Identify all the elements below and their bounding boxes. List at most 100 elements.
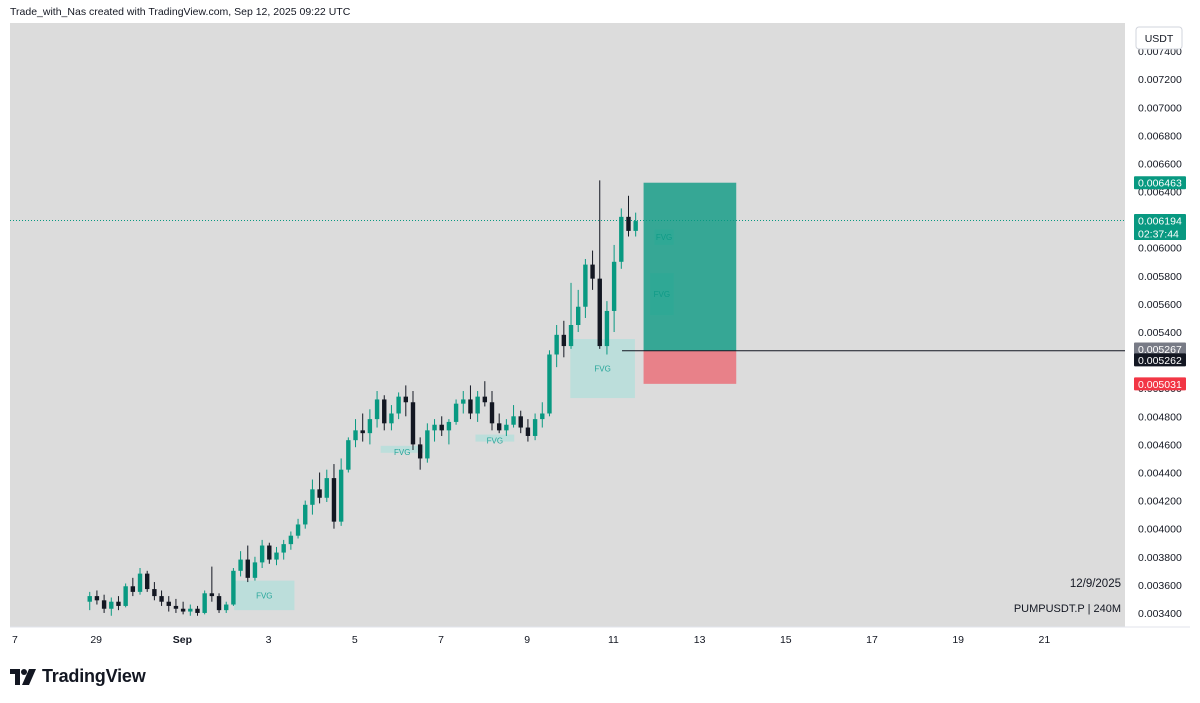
time-tick-label: 19	[952, 634, 964, 646]
candle-body	[252, 562, 258, 578]
time-tick-label: 7	[12, 634, 18, 646]
candle-body	[489, 402, 495, 424]
candle-body	[518, 416, 523, 428]
time-tick-label: 9	[524, 634, 530, 646]
time-tick-label: 17	[866, 634, 878, 646]
time-tick-label: 15	[780, 634, 792, 646]
fvg-label: FVG	[394, 448, 410, 457]
price-tick-label: 0.006400	[1138, 187, 1182, 199]
candle-body	[259, 545, 265, 563]
candle-body	[224, 604, 229, 611]
candle-body	[331, 478, 337, 522]
candle-body	[195, 608, 200, 613]
crosshair-price-tag-bg	[1134, 353, 1186, 367]
price-tick-label: 0.006600	[1138, 158, 1182, 170]
tradingview-logo[interactable]: TradingView	[10, 666, 146, 687]
fvg-zone	[475, 434, 515, 442]
time-tick-label: 13	[694, 634, 706, 646]
candle-body	[267, 545, 272, 560]
currency-button[interactable]: USDT	[1135, 26, 1183, 50]
candle-body	[87, 596, 92, 602]
time-tick-label: 11	[608, 634, 619, 646]
candle-body	[231, 570, 236, 605]
candle-body	[633, 221, 638, 231]
candle-body	[137, 573, 143, 592]
fvg-zone	[570, 339, 635, 399]
candle-body	[568, 325, 574, 347]
price-tick-label: 0.007200	[1138, 74, 1182, 86]
candle-body	[166, 601, 171, 606]
candle-body	[310, 489, 315, 505]
candle-body	[532, 419, 538, 436]
price-tick-label: 0.003600	[1138, 580, 1182, 592]
current-price-tag: 0.006194	[1138, 215, 1182, 227]
position-stop-zone	[643, 350, 737, 384]
plot-background	[10, 23, 1125, 627]
position-target-zone	[643, 182, 737, 351]
price-tick-label: 0.005600	[1138, 299, 1182, 311]
candle-body	[468, 399, 473, 414]
symbol-interval: PUMPUSDT.P | 240M	[1014, 603, 1121, 615]
price-tick-label: 0.003400	[1138, 608, 1182, 620]
price-tick-label: 0.005400	[1138, 327, 1182, 339]
candle-body	[504, 424, 509, 431]
price-tick-label: 0.004800	[1138, 411, 1182, 423]
fvg-zone	[234, 580, 295, 611]
price-tick-label: 0.005800	[1138, 271, 1182, 283]
candle-body	[295, 524, 301, 536]
chart-area[interactable]: FVGFVGFVGFVGFVGFVG 0.0034000.0036000.003…	[10, 23, 1190, 650]
candle-body	[367, 419, 373, 434]
candlestick-chart[interactable]: FVGFVGFVGFVGFVGFVG 0.0034000.0036000.003…	[10, 23, 1190, 650]
current-price-tag-countdown: 02:37:44	[1138, 228, 1179, 240]
tradingview-logo-icon	[10, 668, 36, 685]
time-tick-label: 5	[352, 634, 358, 646]
currency-label: USDT	[1145, 33, 1174, 45]
candle-body	[540, 413, 545, 420]
candle-body	[590, 264, 595, 279]
candle-body	[238, 559, 243, 571]
candle-body	[202, 593, 207, 613]
candle-body	[611, 261, 617, 311]
candle-body	[453, 403, 459, 422]
candle-body	[159, 596, 164, 602]
candle-body	[403, 396, 409, 403]
tradingview-logo-text: TradingView	[42, 666, 146, 686]
candle-body	[619, 216, 624, 262]
price-tick-label: 0.004400	[1138, 467, 1182, 479]
candle-body	[360, 430, 365, 434]
candle-body	[475, 396, 480, 414]
candle-body	[245, 559, 250, 578]
candle-body	[353, 430, 358, 441]
candle-body	[626, 216, 631, 231]
candle-body	[180, 608, 186, 612]
candle-body	[482, 396, 488, 403]
target-price-tag-bg	[1134, 176, 1186, 190]
candle-body	[288, 535, 294, 545]
candle-body	[173, 605, 179, 609]
candle-body	[123, 586, 128, 606]
entry-price-tag-bg	[1134, 342, 1186, 356]
price-tick-label: 0.003800	[1138, 552, 1182, 564]
candle-body	[152, 589, 157, 597]
candle-body	[94, 596, 100, 601]
fvg-label: FVG	[256, 591, 272, 600]
candle-body	[130, 586, 136, 592]
candle-body	[382, 399, 387, 424]
candle-body	[303, 504, 308, 525]
time-tick-label: 21	[1039, 634, 1051, 646]
candle-body	[439, 424, 444, 431]
price-tick-label: 0.004000	[1138, 524, 1182, 536]
stop-price-tag-bg	[1134, 377, 1186, 391]
candle-body	[209, 593, 215, 597]
candle-body	[188, 608, 193, 612]
candle-body	[461, 399, 466, 404]
candle-body	[396, 396, 401, 414]
candle-body	[525, 427, 531, 436]
time-tick-label: 29	[90, 634, 102, 646]
chart-header: Trade_with_Nas created with TradingView.…	[10, 6, 351, 18]
price-tick-label: 0.007000	[1138, 102, 1182, 114]
price-tick-label: 0.004200	[1138, 496, 1182, 508]
candle-body	[446, 421, 452, 431]
candle-body	[281, 544, 286, 553]
price-tick-label: 0.006000	[1138, 243, 1182, 255]
